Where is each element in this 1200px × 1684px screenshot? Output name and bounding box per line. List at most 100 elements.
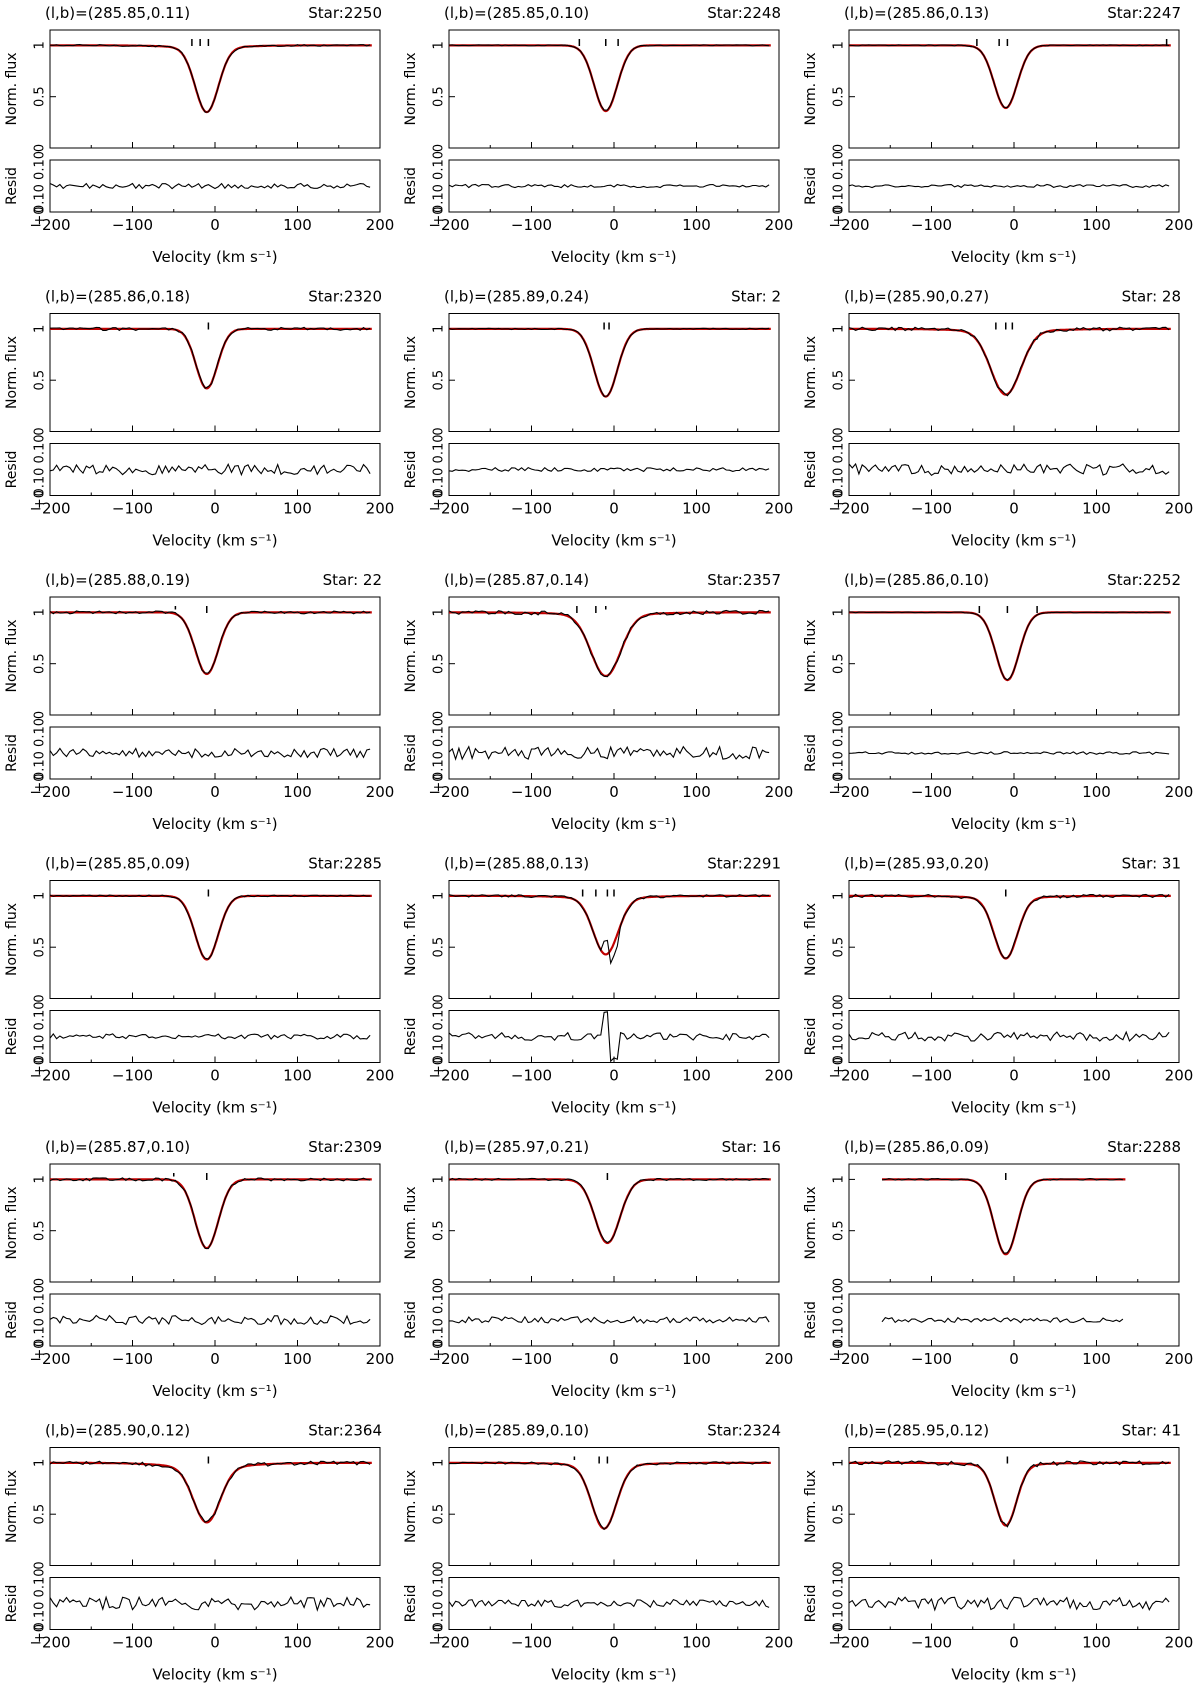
x-axis-title: Velocity (km s⁻¹): [951, 1099, 1076, 1117]
x-tick-label: 0: [210, 216, 220, 234]
resid-axis-title: Resid: [403, 1585, 419, 1623]
x-tick-label: −200: [428, 216, 469, 234]
x-tick-label: −200: [29, 1067, 70, 1085]
y-tick-label: 1: [33, 892, 48, 900]
x-tick-label: 200: [1165, 783, 1194, 801]
flux-axis-title: Norm. flux: [4, 1470, 20, 1543]
x-tick-label: 200: [1165, 216, 1194, 234]
flux-axis-title: Norm. flux: [403, 1186, 419, 1259]
flux-axes: [848, 1163, 1180, 1283]
y-tick-label: 0: [33, 994, 48, 1002]
panel-coordinates: (l,b)=(285.87,0.10): [45, 1138, 190, 1156]
panel-star-label: Star: 31: [1122, 855, 1181, 873]
panel-star-label: Star: 22: [323, 571, 382, 589]
x-tick-label: 100: [1082, 1634, 1111, 1652]
flux-axis-title: Norm. flux: [4, 1186, 20, 1259]
flux-axes: [448, 29, 780, 149]
x-tick-label: −100: [112, 783, 153, 801]
resid-axis-title: Resid: [803, 1301, 819, 1339]
residual-line: [448, 466, 770, 473]
panel-star-label: Star:2288: [1107, 1138, 1181, 1156]
resid-tick-label: 0.10 0.10: [432, 1285, 447, 1347]
x-tick-label: −200: [828, 1067, 869, 1085]
model-fit-line: [50, 611, 372, 676]
x-tick-label: 0: [609, 216, 619, 234]
resid-tick-label: +0: [432, 1057, 447, 1076]
residual-axes: [448, 443, 780, 496]
x-axis-title: Velocity (km s⁻¹): [551, 1382, 676, 1400]
x-tick-label: −100: [911, 216, 952, 234]
resid-axis-title: Resid: [4, 1585, 20, 1623]
resid-tick-label: 0.10 0.10: [33, 1285, 48, 1347]
x-tick-label: −100: [112, 216, 153, 234]
residual-line: [848, 1030, 1170, 1042]
y-tick-label: 0.5: [832, 86, 847, 107]
flux-axes: [448, 1163, 780, 1283]
y-tick-label: 0: [832, 427, 847, 435]
panel-coordinates: (l,b)=(285.90,0.27): [844, 288, 989, 306]
residual-axes: [448, 1293, 780, 1347]
model-fit-line: [849, 611, 1171, 682]
residual-line: [848, 751, 1170, 755]
residual-axes: [49, 1577, 381, 1630]
resid-axis-title: Resid: [803, 734, 819, 772]
residual-axes: [848, 1010, 1180, 1063]
spectrum-panel: (l,b)=(285.89,0.24) Star: 210.500.10 0.10…: [403, 288, 793, 550]
x-tick-label: 100: [283, 216, 312, 234]
residual-line: [881, 1316, 1124, 1324]
x-tick-label: −200: [29, 216, 70, 234]
x-tick-label: −100: [511, 1634, 552, 1652]
y-tick-label: 0: [432, 1561, 447, 1569]
x-tick-label: −200: [428, 1350, 469, 1368]
x-tick-label: 100: [682, 500, 711, 518]
flux-axes: [448, 880, 780, 999]
y-tick-label: 0.5: [432, 1504, 447, 1525]
panel-coordinates: (l,b)=(285.86,0.09): [844, 1138, 989, 1156]
resid-tick-label: +0: [832, 1624, 847, 1643]
y-tick-label: 0.5: [33, 653, 48, 674]
x-tick-label: 0: [1009, 1067, 1019, 1085]
x-tick-label: 200: [1165, 1634, 1194, 1652]
flux-axis-title: Norm. flux: [403, 52, 419, 125]
flux-axis-title: Norm. flux: [803, 903, 819, 976]
resid-tick-label: 0.10 0.10: [33, 151, 48, 213]
resid-axis-title: Resid: [803, 451, 819, 489]
resid-tick-label: 0.10 0.10: [432, 434, 447, 496]
resid-tick-label: +0: [33, 490, 48, 509]
y-tick-label: 1: [832, 1459, 847, 1467]
flux-data-line: [49, 1460, 371, 1523]
x-tick-label: 0: [1009, 216, 1019, 234]
x-tick-label: 0: [609, 1067, 619, 1085]
y-tick-label: 0.5: [832, 653, 847, 674]
resid-axis-title: Resid: [403, 734, 419, 772]
residual-axes: [848, 1577, 1180, 1630]
y-tick-label: 1: [33, 1175, 48, 1183]
flux-axes: [49, 1447, 381, 1566]
x-tick-label: 100: [682, 783, 711, 801]
resid-tick-label: +0: [432, 490, 447, 509]
y-tick-label: 1: [33, 41, 48, 49]
x-tick-label: 0: [210, 1634, 220, 1652]
flux-axis-title: Norm. flux: [4, 619, 20, 692]
x-tick-label: −200: [828, 1350, 869, 1368]
model-fit-line: [50, 894, 372, 961]
flux-axes: [448, 1447, 780, 1566]
x-axis-title: Velocity (km s⁻¹): [152, 1099, 277, 1117]
panel-coordinates: (l,b)=(285.90,0.12): [45, 1422, 190, 1440]
resid-axis-title: Resid: [403, 1301, 419, 1339]
flux-axes: [49, 29, 381, 149]
y-tick-label: 0.5: [432, 1220, 447, 1241]
y-tick-label: 0.5: [832, 370, 847, 391]
panel-coordinates: (l,b)=(285.85,0.10): [444, 4, 589, 22]
flux-data-line: [49, 610, 371, 674]
flux-axes: [448, 596, 780, 716]
y-tick-label: 0.5: [832, 937, 847, 958]
x-tick-label: −200: [428, 1634, 469, 1652]
flux-data-line: [49, 44, 371, 113]
residual-axes: [49, 1293, 381, 1347]
